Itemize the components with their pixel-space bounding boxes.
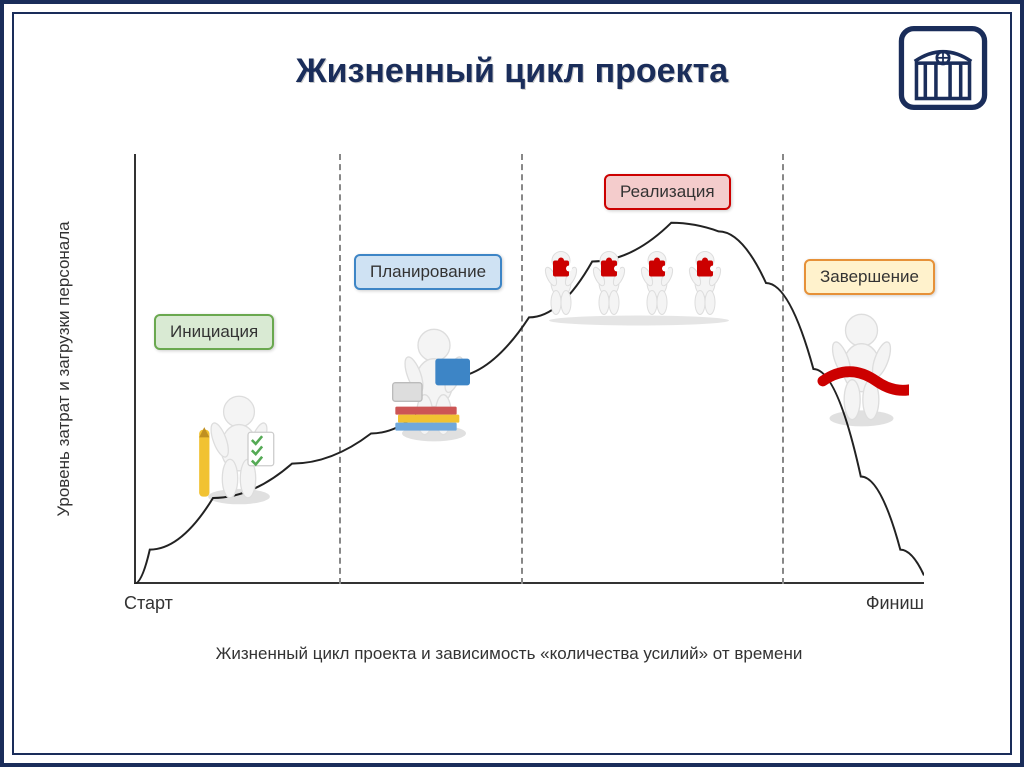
phase-label: Завершение (804, 259, 935, 295)
phase-label: Реализация (604, 174, 731, 210)
slide-title: Жизненный цикл проекта (4, 52, 1020, 91)
x-axis-end-label: Финиш (866, 593, 924, 614)
figure-realization (539, 229, 739, 344)
lifecycle-chart: Уровень затрат и загрузки персонала Стар… (94, 154, 924, 584)
chart-caption: Жизненный цикл проекта и зависимость «ко… (94, 644, 924, 664)
figure-planning (379, 324, 489, 444)
institution-logo-icon (898, 26, 988, 110)
phase-label: Инициация (154, 314, 274, 350)
figure-finish (814, 309, 909, 429)
figure-initiation (194, 384, 284, 514)
phase-label: Планирование (354, 254, 502, 290)
x-axis-start-label: Старт (124, 593, 173, 614)
effort-curve (134, 154, 924, 584)
y-axis-label: Уровень затрат и загрузки персонала (54, 221, 74, 516)
